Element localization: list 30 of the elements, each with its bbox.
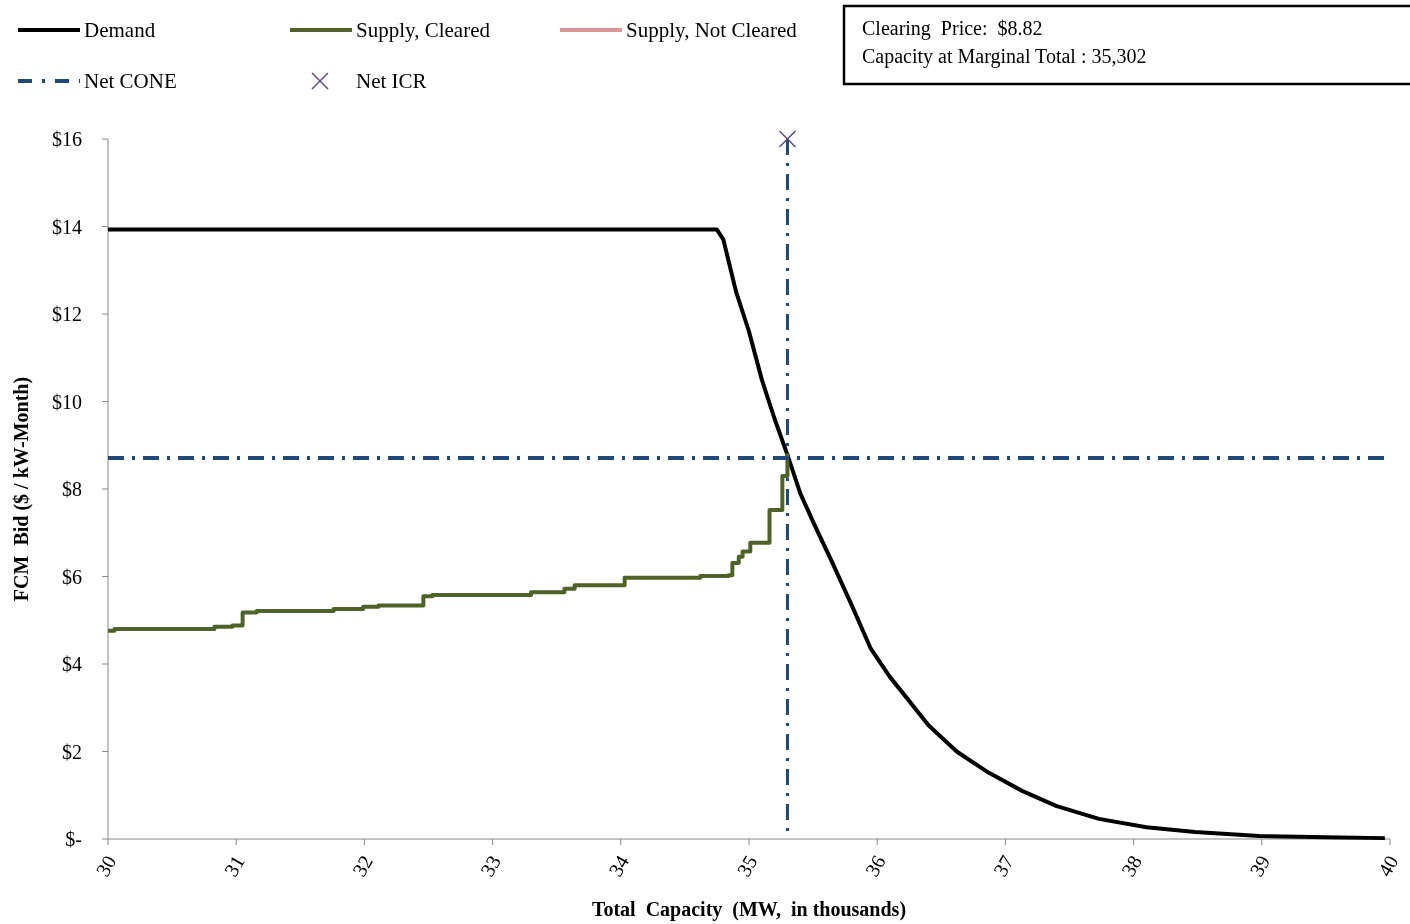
y-tick-label: $6: [62, 565, 82, 588]
x-tick-label: 32: [347, 851, 377, 880]
line-series: [106, 227, 1387, 841]
legend-label: Demand: [84, 18, 156, 42]
y-tick-label: $2: [62, 740, 82, 763]
y-tick-label: $8: [62, 478, 82, 500]
y-tick-label: $16: [52, 128, 82, 150]
text: Clearing Price: $8.82: [862, 17, 1043, 40]
y-tick-label: $4: [62, 653, 82, 675]
x-tick-label: 38: [1116, 851, 1147, 880]
y-tick-label: $10: [52, 390, 82, 413]
legend-label: Net ICR: [356, 69, 427, 93]
x-tick-label: 31: [219, 851, 249, 880]
legend-label: Supply, Cleared: [356, 18, 491, 42]
x-tick-label: 36: [860, 851, 890, 880]
y-tick-label: $-: [65, 828, 82, 850]
x-tick-label: 40: [1373, 851, 1403, 880]
legend-label: Net CONE: [84, 69, 177, 93]
y-axis-title: FCM Bid ($ / kW-Month): [10, 376, 33, 602]
x-axis-title: Total Capacity (MW, in thousands): [591, 898, 907, 921]
x-tick-label: 33: [475, 851, 506, 880]
y-tick-label: $12: [52, 303, 82, 325]
text: Capacity at Marginal Total : 35,302: [862, 45, 1147, 68]
x-tick-label: 37: [988, 851, 1018, 880]
y-tick-label: $14: [52, 215, 82, 238]
x-tick-label: 30: [91, 851, 121, 880]
x-tick-label: 35: [732, 851, 762, 880]
x-tick-label: 34: [604, 851, 634, 880]
legend-label: Supply, Not Cleared: [626, 18, 798, 42]
x-tick-label: 39: [1245, 851, 1275, 880]
